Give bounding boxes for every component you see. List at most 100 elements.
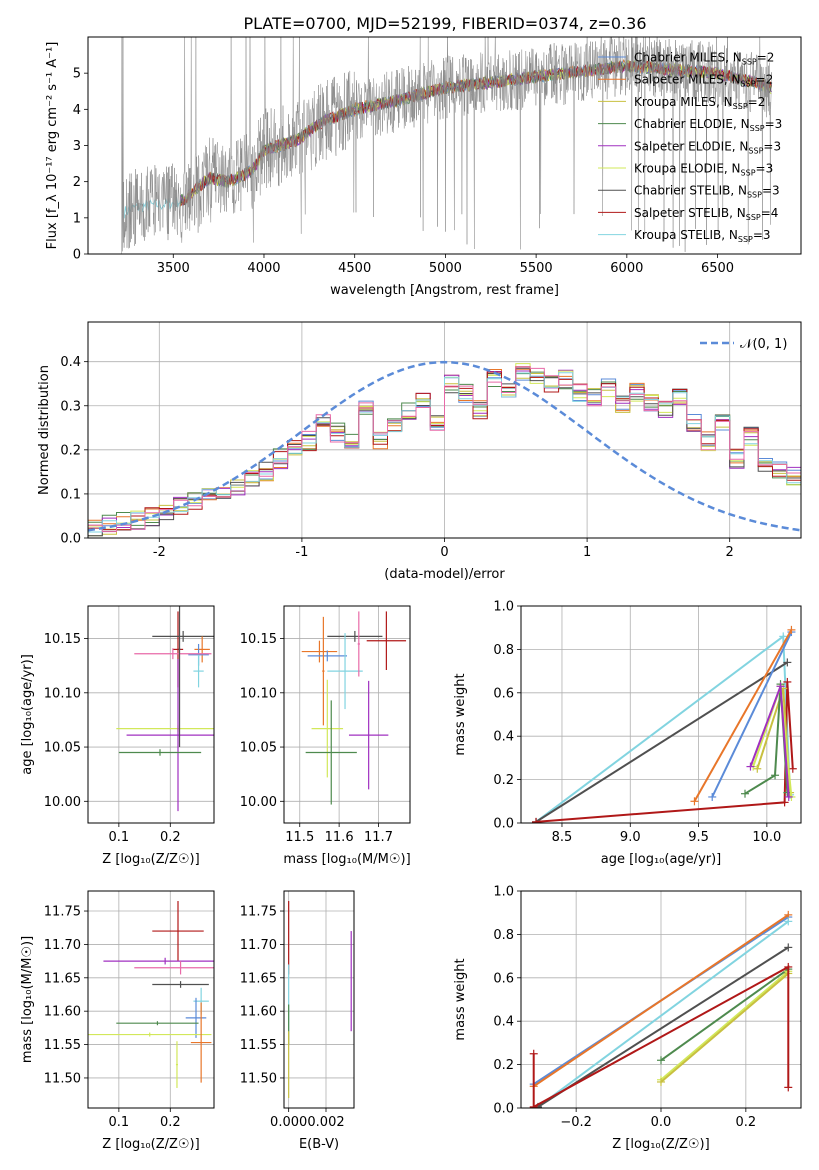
legend-entry: Kroupa ELODIE, NSSP=3 [634, 162, 773, 178]
x-tick-label: 0.1 [109, 1115, 130, 1130]
series-line [535, 681, 794, 823]
series-line [660, 968, 789, 1062]
panel-age_vs_Z: 0.1 0.2 10.00 10.05 10.10 10.15 Z [log₁₀(Z/Z☉)… [20, 605, 215, 867]
y-tick-label: 0 [73, 248, 81, 263]
y-tick-label: 0.1 [60, 487, 81, 502]
series-line [660, 972, 789, 1083]
y-axis-label: Normed distribution [37, 365, 52, 495]
y-tick-label: 2 [73, 175, 81, 190]
series-line [660, 970, 789, 1081]
y-tick-label: 10.05 [44, 741, 81, 756]
figure-title: PLATE=0700, MJD=52199, FIBERID=0374, z=0… [243, 14, 646, 33]
y-tick-label: 0.8 [493, 643, 514, 658]
axes-frame [87, 36, 802, 255]
legend-entry: 𝒩(0, 1) [740, 337, 787, 352]
y-tick-label: 0.6 [493, 971, 514, 986]
legend-entry: Chabrier STELIB, NSSP=3 [634, 184, 780, 200]
y-tick-label: 11.55 [240, 1038, 277, 1053]
x-tick-label: -2 [153, 545, 166, 560]
x-tick-label: 0.1 [109, 830, 130, 845]
y-tick-label: 11.50 [240, 1071, 277, 1086]
series-line [532, 965, 790, 1108]
x-tick-label: 1 [583, 545, 591, 560]
y-tick-label: 10.10 [240, 686, 277, 701]
observed-spectrum [121, 37, 773, 254]
legend-entry: Salpeter MILES, NSSP=2 [634, 73, 773, 89]
x-axis-label: E(B-V) [299, 1137, 339, 1152]
legend-entry: Chabrier ELODIE, NSSP=3 [634, 117, 782, 133]
plot-area [284, 891, 354, 1108]
x-tick-label: 6000 [610, 261, 643, 276]
x-axis-label: Z [log₁₀(Z/Z☉)] [102, 852, 199, 867]
y-tick-label: 11.70 [240, 938, 277, 953]
axes-frame [87, 321, 802, 539]
series-line [711, 631, 793, 798]
x-axis-label: mass [log₁₀(M/M☉)] [283, 852, 410, 867]
y-tick-label: 10.15 [44, 632, 81, 647]
legend-entry: Chabrier MILES, NSSP=2 [634, 51, 774, 67]
x-tick-label: 5500 [520, 261, 553, 276]
x-tick-label: 10.0 [752, 830, 781, 845]
y-tick-label: 11.75 [240, 905, 277, 920]
y-tick-label: 11.65 [44, 971, 81, 986]
y-tick-label: 10.15 [240, 632, 277, 647]
x-tick-label: 4500 [338, 261, 371, 276]
panel-mass_vs_Z: 0.1 0.2 11.50 11.55 11.60 11.65 11.70 11.75 Z [l… [20, 890, 215, 1152]
x-tick-label: −0.2 [560, 1115, 592, 1130]
plot-area [88, 606, 214, 823]
y-tick-label: 11.65 [240, 971, 277, 986]
histogram-kroupa_miles [88, 373, 801, 537]
y-tick-label: 1 [73, 211, 81, 226]
x-axis-label: age [log₁₀(age/yr)] [601, 852, 722, 867]
axes-frame [87, 890, 215, 1109]
x-tick-label: 11.7 [364, 830, 393, 845]
panel-residuals: -2 -1 0 1 2 0.0 0.1 0.2 0.3 0.4 (data-model)/error… [37, 321, 802, 582]
x-tick-label: 0.2 [160, 830, 181, 845]
histogram-salpeter_stelib [88, 366, 801, 531]
y-tick-label: 0.4 [60, 355, 81, 370]
x-tick-label: 4000 [247, 261, 280, 276]
y-axis-label: mass weight [453, 673, 468, 755]
axes-frame [283, 890, 355, 1109]
axes-frame [87, 605, 215, 824]
y-axis-label: age [log₁₀(age/yr)] [20, 654, 35, 775]
x-tick-label: -1 [295, 545, 308, 560]
y-tick-label: 11.70 [44, 938, 81, 953]
y-tick-label: 0.0 [493, 1102, 514, 1117]
x-tick-label: 0.000 [270, 1115, 307, 1130]
legend-entry: Salpeter STELIB, NSSP=4 [634, 206, 778, 222]
panel-mass_vs_EBV: 0.000 0.002 11.50 11.55 11.60 11.65 11.70 11.75… [240, 890, 355, 1152]
legend-entry: Kroupa MILES, NSSP=2 [634, 95, 765, 111]
x-axis-label: Z [log₁₀(Z/Z☉)] [612, 1137, 709, 1152]
panel-massweight_vs_Z: −0.2 0.0 0.2 0.0 0.2 0.4 0.6 0.8 1.0 Z [log₁₀(Z/Z… [453, 885, 802, 1152]
y-tick-label: 10.00 [240, 795, 277, 810]
y-tick-label: 1.0 [493, 600, 514, 615]
plot-area [521, 606, 801, 823]
y-tick-label: 0.6 [493, 686, 514, 701]
y-tick-label: 11.60 [240, 1005, 277, 1020]
histogram-kroupa_stelib [88, 372, 801, 533]
histogram-pink_model [88, 366, 801, 533]
plot-area [521, 891, 801, 1108]
panel-spectrum: 3500 4000 4500 5000 5500 6000 6500 0 1 2 3 4 5 wavele… [45, 36, 802, 298]
series-line [535, 661, 788, 823]
plot-area [284, 606, 410, 823]
series-line [537, 920, 789, 1108]
histogram-salpeter_elodie [88, 369, 801, 528]
legend-entry: Salpeter ELODIE, NSSP=3 [634, 139, 781, 155]
plot-area [121, 37, 773, 254]
y-tick-label: 0.4 [493, 1015, 514, 1030]
x-tick-label: 5000 [429, 261, 462, 276]
y-axis-label: Flux [f_λ 10⁻¹⁷ erg cm⁻² s⁻¹ A⁻¹] [45, 42, 60, 250]
y-tick-label: 0.8 [493, 928, 514, 943]
x-axis-label: Z [log₁₀(Z/Z☉)] [102, 1137, 199, 1152]
x-tick-label: 0.2 [736, 1115, 757, 1130]
x-tick-label: 0.0 [651, 1115, 672, 1130]
axes-frame [283, 605, 411, 824]
y-tick-label: 0.0 [493, 817, 514, 832]
y-tick-label: 11.55 [44, 1038, 81, 1053]
y-tick-label: 10.05 [240, 741, 277, 756]
y-tick-label: 0.3 [60, 399, 81, 414]
plot-area [88, 322, 801, 538]
